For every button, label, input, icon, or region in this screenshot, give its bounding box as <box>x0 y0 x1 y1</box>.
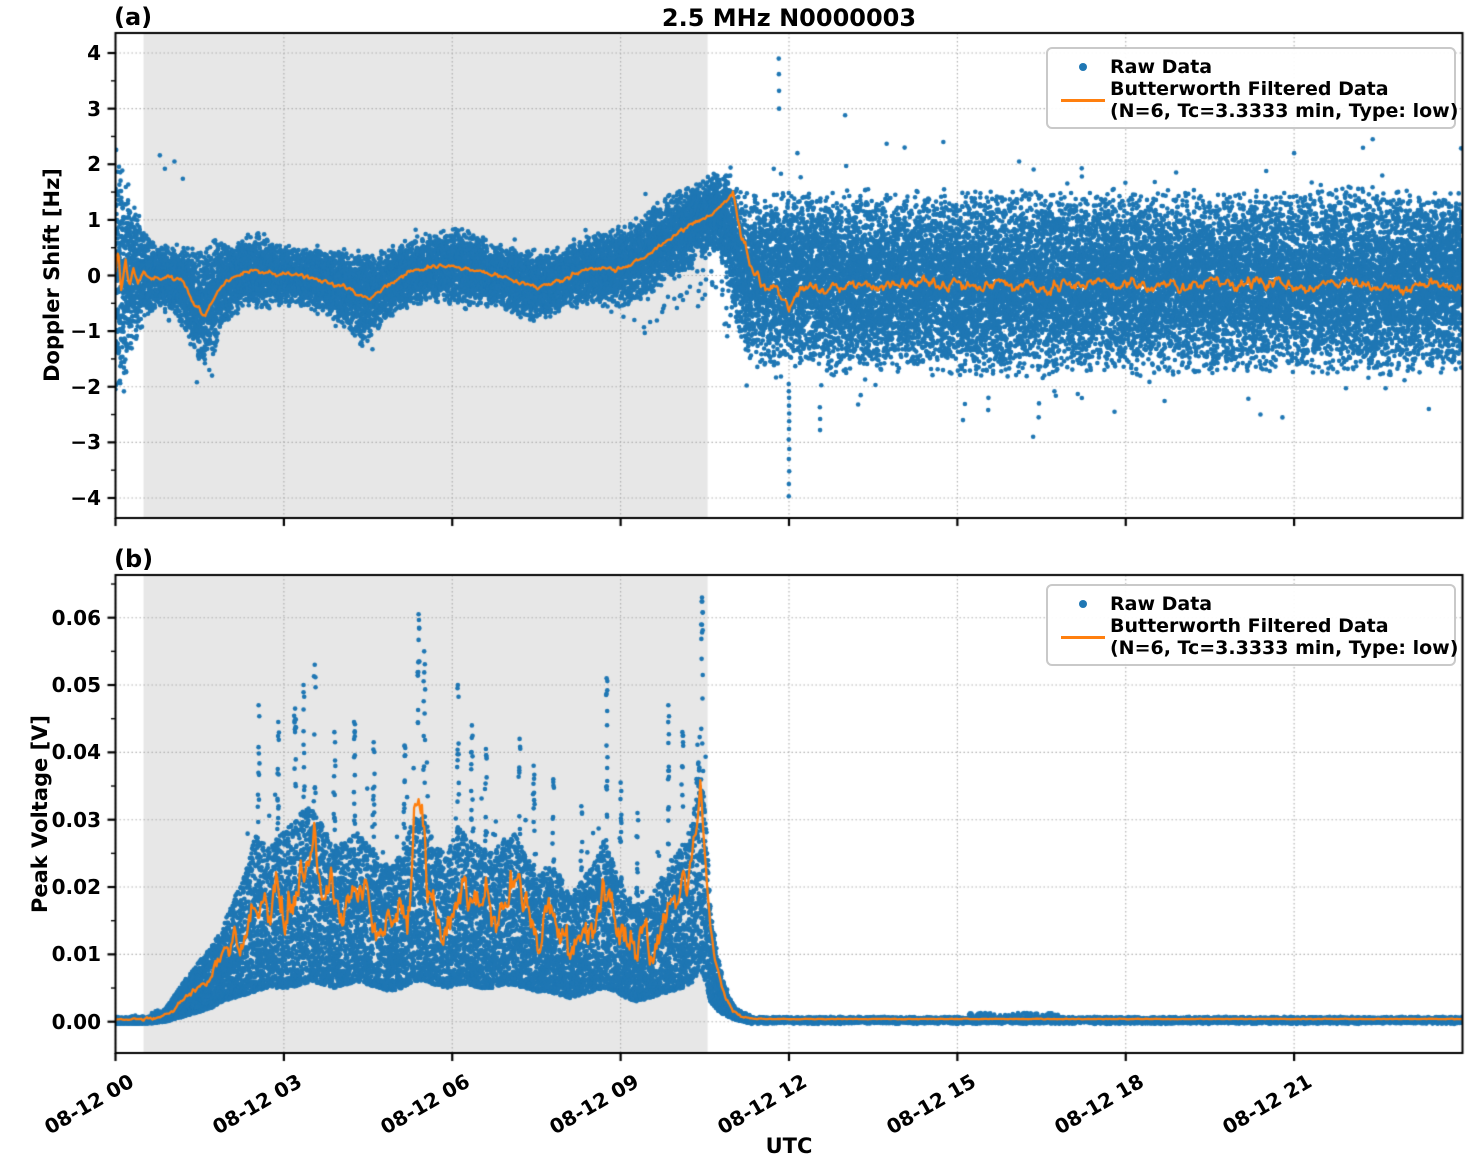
scatter-dot-icon <box>1079 63 1087 71</box>
scatter-dot-icon <box>1079 600 1087 608</box>
filtered-line-icon <box>1061 635 1105 639</box>
y-tick-label: −4 <box>70 485 101 510</box>
legend-raw-label: Raw Data <box>1110 56 1213 78</box>
panel-b-label: (b) <box>114 545 154 573</box>
legend-raw-label: Raw Data <box>1110 593 1213 615</box>
y-tick-label: 0.01 <box>51 942 101 967</box>
panel-a-label: (a) <box>114 3 153 31</box>
legend-item-raw-data: Raw Data <box>1056 593 1444 615</box>
legend-item-filtered-data: Butterworth Filtered Data (N=6, Tc=3.333… <box>1056 78 1458 122</box>
legend-filtered-params: (N=6, Tc=3.3333 min, Type: low) <box>1110 637 1459 659</box>
filtered-line-icon <box>1061 98 1105 102</box>
legend-item-filtered-data: Butterworth Filtered Data (N=6, Tc=3.333… <box>1056 615 1458 659</box>
y-tick-label: 0.04 <box>51 740 101 765</box>
y-tick-label: 0.02 <box>51 875 101 900</box>
y-tick-label: 0 <box>87 263 101 288</box>
y-tick-label: 0.03 <box>51 807 101 832</box>
legend-item-raw-data: Raw Data <box>1056 56 1444 78</box>
y-tick-label: −3 <box>70 430 101 455</box>
legend-filtered-label: Butterworth Filtered Data <box>1110 78 1389 100</box>
x-axis-label: UTC <box>765 1134 813 1158</box>
y-tick-label: 1 <box>87 207 101 232</box>
y-tick-label: −2 <box>70 374 101 399</box>
y-tick-label: 3 <box>87 96 101 121</box>
y-tick-label: 0.05 <box>51 673 101 698</box>
legend-filtered-params: (N=6, Tc=3.3333 min, Type: low) <box>1110 100 1459 122</box>
figure-title: 2.5 MHz N0000003 <box>661 4 917 32</box>
y-tick-label: 4 <box>87 41 101 66</box>
legend-filtered-label: Butterworth Filtered Data <box>1110 615 1389 637</box>
legend-panel-a: Raw Data Butterworth Filtered Data (N=6,… <box>1046 47 1458 129</box>
y-tick-label: 0.06 <box>51 605 101 630</box>
y-tick-label: 2 <box>87 152 101 177</box>
y-tick-label: 0.00 <box>51 1009 101 1034</box>
legend-panel-b: Raw Data Butterworth Filtered Data (N=6,… <box>1046 584 1458 666</box>
y-tick-label: −1 <box>70 319 101 344</box>
